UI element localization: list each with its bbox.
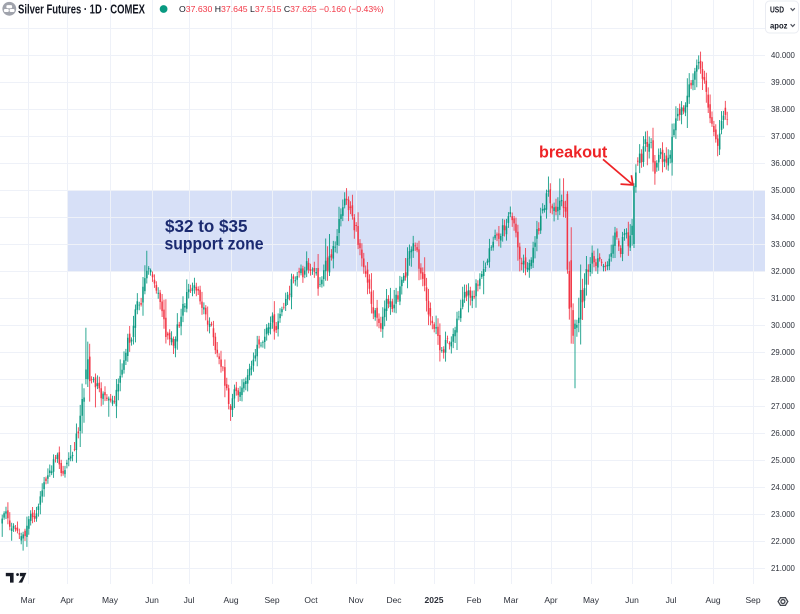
svg-text:36.000: 36.000 [771, 158, 795, 168]
svg-text:support zone: support zone [165, 234, 264, 254]
svg-text:Aug: Aug [223, 595, 238, 605]
svg-text:Sep: Sep [264, 595, 279, 605]
svg-text:38.000: 38.000 [771, 104, 795, 114]
svg-text:2025: 2025 [425, 595, 444, 605]
svg-text:33.000: 33.000 [771, 239, 795, 249]
svg-text:32.000: 32.000 [771, 266, 795, 276]
svg-text:23.000: 23.000 [771, 509, 795, 519]
svg-text:Jun: Jun [625, 595, 639, 605]
svg-text:Aug: Aug [705, 595, 720, 605]
svg-text:Dec: Dec [386, 595, 402, 605]
svg-text:breakout: breakout [539, 143, 608, 162]
svg-text:27.000: 27.000 [771, 401, 795, 411]
svg-text:Jul: Jul [184, 595, 195, 605]
svg-text:Sep: Sep [745, 595, 760, 605]
svg-text:Silver Futures · 1D · COMEX: Silver Futures · 1D · COMEX [18, 2, 145, 17]
svg-text:Apr: Apr [544, 595, 557, 605]
svg-text:$32 to $35: $32 to $35 [165, 216, 248, 236]
svg-text:35.000: 35.000 [771, 185, 795, 195]
svg-text:30.000: 30.000 [771, 320, 795, 330]
svg-text:29.000: 29.000 [771, 347, 795, 357]
svg-text:31.000: 31.000 [771, 293, 795, 303]
svg-text:Jul: Jul [666, 595, 677, 605]
svg-text:apoz: apoz [770, 20, 788, 30]
svg-text:Nov: Nov [348, 595, 364, 605]
svg-text:24.000: 24.000 [771, 482, 795, 492]
svg-text:Mar: Mar [21, 595, 36, 605]
svg-text:26.000: 26.000 [771, 428, 795, 438]
svg-text:Oct: Oct [304, 595, 318, 605]
svg-text:O37.630 H37.645 L37.515 C37.62: O37.630 H37.645 L37.515 C37.625 −0.160 (… [179, 4, 384, 14]
svg-text:34.000: 34.000 [771, 212, 795, 222]
svg-text:25.000: 25.000 [771, 455, 795, 465]
svg-text:37.000: 37.000 [771, 131, 795, 141]
svg-text:Apr: Apr [60, 595, 73, 605]
svg-text:39.000: 39.000 [771, 77, 795, 87]
svg-text:21.000: 21.000 [771, 563, 795, 573]
svg-text:28.000: 28.000 [771, 374, 795, 384]
svg-text:Feb: Feb [467, 595, 482, 605]
svg-text:Mar: Mar [504, 595, 519, 605]
svg-text:40.000: 40.000 [771, 50, 795, 60]
svg-text:May: May [583, 595, 600, 605]
svg-text:Jun: Jun [145, 595, 159, 605]
svg-text:USD: USD [770, 4, 784, 14]
svg-text:May: May [102, 595, 119, 605]
svg-text:22.000: 22.000 [771, 536, 795, 546]
